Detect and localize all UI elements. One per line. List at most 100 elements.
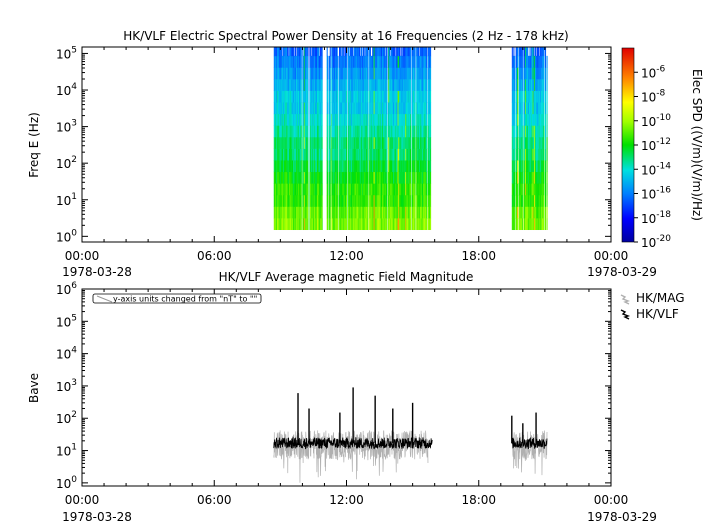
heatmap-cell xyxy=(399,90,401,103)
heatmap-cell xyxy=(385,113,387,126)
heatmap-cell xyxy=(366,218,368,231)
heatmap-cell xyxy=(531,90,533,103)
heatmap-cell xyxy=(345,206,348,219)
heatmap-cell xyxy=(275,55,277,68)
heatmap-cell xyxy=(291,79,293,91)
heatmap-cell xyxy=(297,206,299,219)
heatmap-cell xyxy=(401,79,403,91)
heatmap-cell xyxy=(382,67,385,80)
heatmap-cell xyxy=(428,183,430,196)
heatmap-cell xyxy=(396,90,398,103)
heatmap-cell xyxy=(423,160,425,173)
heatmap-cell xyxy=(540,148,542,161)
heatmap-cell xyxy=(531,218,533,231)
heatmap-cell xyxy=(420,137,422,149)
heatmap-cell xyxy=(291,102,293,115)
heatmap-cell xyxy=(413,183,415,196)
heatmap-cell xyxy=(333,47,335,57)
heatmap-cell xyxy=(418,206,420,219)
heatmap-cell xyxy=(372,102,375,115)
heatmap-cell xyxy=(512,137,514,149)
heatmap-cell xyxy=(328,148,331,161)
heatmap-cell xyxy=(317,194,319,207)
heatmap-cell xyxy=(529,183,531,196)
heatmap-cell xyxy=(409,67,411,80)
heatmap-cell xyxy=(393,102,395,115)
heatmap-cell xyxy=(520,113,522,126)
heatmap-cell xyxy=(342,160,344,173)
heatmap-cell xyxy=(362,194,364,207)
heatmap-cell xyxy=(387,79,389,91)
heatmap-cell xyxy=(529,67,531,80)
heatmap-cell xyxy=(357,47,359,57)
heatmap-cell xyxy=(536,67,538,80)
heatmap-cell xyxy=(273,194,275,207)
heatmap-cell xyxy=(372,137,375,149)
heatmap-cell xyxy=(372,137,374,149)
heatmap-cell xyxy=(299,79,302,91)
heatmap-cell xyxy=(350,67,352,80)
heatmap-cell xyxy=(284,148,286,161)
heatmap-cell xyxy=(337,79,339,91)
heatmap-cell xyxy=(370,90,372,103)
heatmap-cell xyxy=(421,125,423,138)
heatmap-cell xyxy=(342,79,344,91)
heatmap-cell xyxy=(521,67,523,80)
heatmap-cell xyxy=(282,102,284,115)
heatmap-cell xyxy=(364,102,366,115)
heatmap-cell xyxy=(400,125,402,138)
heatmap-cell xyxy=(308,113,310,126)
heatmap-cell xyxy=(540,171,542,184)
heatmap-cell xyxy=(352,113,354,126)
heatmap-cell xyxy=(329,67,331,80)
heatmap-cell xyxy=(427,67,429,80)
heatmap-cell xyxy=(389,90,391,103)
heatmap-cell xyxy=(292,55,294,68)
heatmap-cell xyxy=(276,47,278,57)
heatmap-cell xyxy=(297,194,299,207)
heatmap-cell xyxy=(326,90,328,103)
heatmap-cell xyxy=(306,194,309,207)
heatmap-cell xyxy=(407,125,409,138)
heatmap-cell xyxy=(405,206,407,219)
heatmap-cell xyxy=(288,148,290,161)
heatmap-cell xyxy=(363,125,365,138)
heatmap-cell xyxy=(420,79,422,91)
heatmap-cell xyxy=(336,183,338,196)
heatmap-cell xyxy=(314,218,316,231)
heatmap-cell xyxy=(375,218,377,231)
heatmap-cell xyxy=(348,102,350,115)
heatmap-cell xyxy=(411,137,413,149)
heatmap-cell xyxy=(279,102,281,115)
heatmap-cell xyxy=(282,194,284,207)
heatmap-cell xyxy=(428,206,430,219)
heatmap-cell xyxy=(337,67,339,80)
heatmap-cell xyxy=(399,102,402,115)
heatmap-cell xyxy=(336,218,338,231)
heatmap-cell xyxy=(381,125,383,138)
heatmap-cell xyxy=(342,125,344,138)
heatmap-cell xyxy=(347,206,349,219)
heatmap-cell xyxy=(352,218,354,231)
heatmap-cell xyxy=(528,102,530,115)
heatmap-cell xyxy=(400,206,402,219)
heatmap-cell xyxy=(407,47,409,57)
heatmap-cell xyxy=(406,206,408,219)
heatmap-cell xyxy=(513,47,515,57)
heatmap-cell xyxy=(342,183,344,196)
heatmap-cell xyxy=(394,206,396,219)
heatmap-cell xyxy=(300,90,302,103)
heatmap-cell xyxy=(342,47,344,57)
heatmap-cell xyxy=(397,47,399,57)
heatmap-cell xyxy=(423,148,425,161)
heatmap-cell xyxy=(363,183,365,196)
heatmap-cell xyxy=(364,67,366,80)
heatmap-cell xyxy=(384,67,386,80)
heatmap-cell xyxy=(396,90,398,103)
heatmap-cell xyxy=(321,125,323,138)
heatmap-cell xyxy=(532,47,534,57)
heatmap-cell xyxy=(321,79,323,91)
heatmap-cell xyxy=(398,90,400,103)
heatmap-cell xyxy=(529,47,531,57)
heatmap-cell xyxy=(320,125,322,138)
